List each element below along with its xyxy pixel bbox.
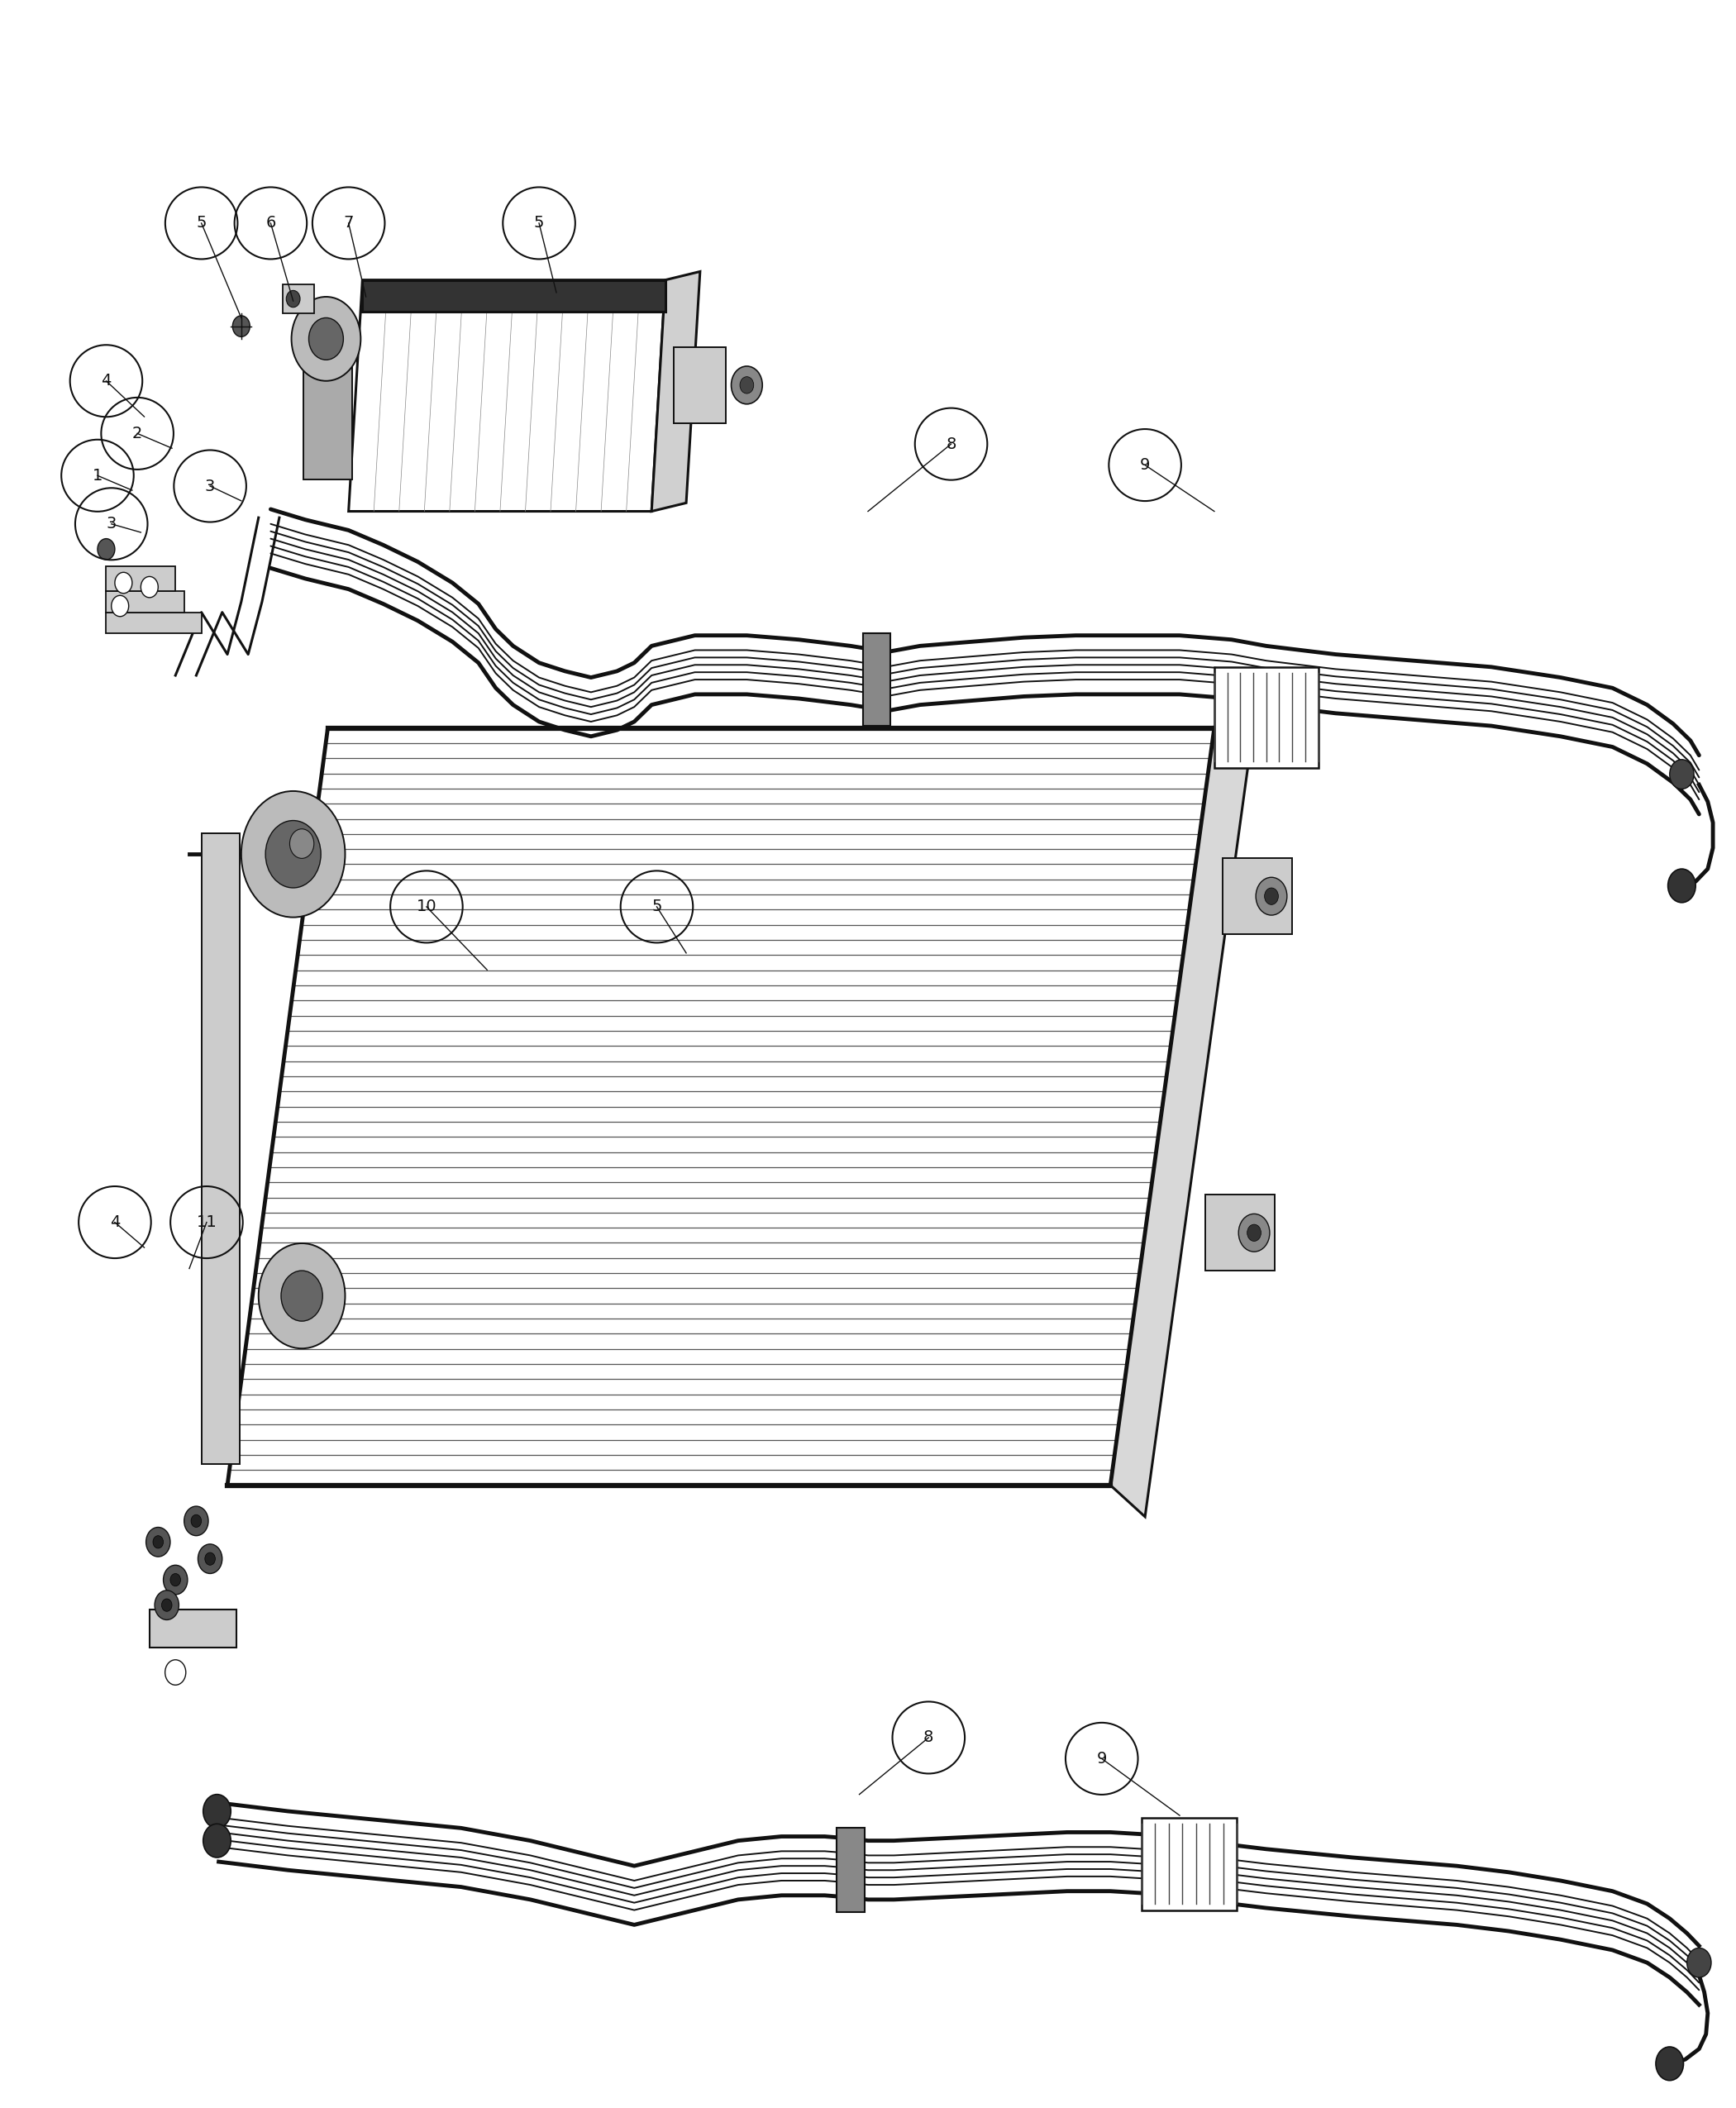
- Text: 10: 10: [417, 898, 437, 915]
- Circle shape: [740, 377, 753, 394]
- Text: 1: 1: [92, 468, 102, 483]
- Circle shape: [731, 367, 762, 405]
- Circle shape: [286, 291, 300, 308]
- Text: 3: 3: [106, 516, 116, 531]
- Circle shape: [309, 318, 344, 360]
- FancyBboxPatch shape: [106, 611, 201, 632]
- Circle shape: [165, 1659, 186, 1684]
- Circle shape: [146, 1528, 170, 1556]
- FancyBboxPatch shape: [304, 354, 352, 481]
- Text: 4: 4: [101, 373, 111, 388]
- Circle shape: [1255, 877, 1286, 915]
- Circle shape: [1264, 887, 1278, 904]
- Text: 9: 9: [1097, 1752, 1108, 1767]
- Circle shape: [141, 575, 158, 597]
- Polygon shape: [363, 280, 665, 312]
- Text: 4: 4: [109, 1214, 120, 1231]
- Text: 7: 7: [344, 215, 354, 232]
- Text: 5: 5: [535, 215, 543, 232]
- Text: 6: 6: [266, 215, 276, 232]
- Circle shape: [153, 1537, 163, 1547]
- FancyBboxPatch shape: [1222, 858, 1292, 934]
- Text: 11: 11: [196, 1214, 217, 1231]
- Circle shape: [184, 1507, 208, 1537]
- Polygon shape: [1111, 727, 1248, 1518]
- Circle shape: [1238, 1214, 1269, 1252]
- Circle shape: [266, 820, 321, 887]
- Circle shape: [233, 316, 250, 337]
- Text: 8: 8: [924, 1731, 934, 1745]
- FancyBboxPatch shape: [863, 632, 891, 725]
- Circle shape: [1670, 759, 1694, 788]
- Polygon shape: [349, 280, 665, 512]
- FancyBboxPatch shape: [837, 1828, 865, 1912]
- Circle shape: [97, 540, 115, 561]
- Circle shape: [241, 790, 345, 917]
- Circle shape: [290, 828, 314, 858]
- Circle shape: [170, 1573, 181, 1585]
- Polygon shape: [227, 727, 1213, 1486]
- FancyBboxPatch shape: [106, 590, 184, 611]
- Circle shape: [1656, 2047, 1684, 2081]
- Circle shape: [198, 1543, 222, 1573]
- Circle shape: [1246, 1225, 1260, 1242]
- Text: 2: 2: [132, 426, 142, 441]
- FancyBboxPatch shape: [1213, 666, 1318, 767]
- Text: 5: 5: [196, 215, 207, 232]
- Circle shape: [1668, 868, 1696, 902]
- Circle shape: [205, 1551, 215, 1564]
- FancyBboxPatch shape: [283, 285, 314, 314]
- Text: 5: 5: [651, 898, 661, 915]
- Circle shape: [161, 1598, 172, 1611]
- Circle shape: [203, 1823, 231, 1857]
- Circle shape: [281, 1271, 323, 1322]
- Circle shape: [259, 1244, 345, 1349]
- Circle shape: [1687, 1948, 1712, 1977]
- Circle shape: [203, 1794, 231, 1828]
- Text: 8: 8: [946, 436, 957, 451]
- Circle shape: [111, 594, 128, 616]
- Polygon shape: [651, 272, 700, 512]
- Circle shape: [115, 571, 132, 592]
- Circle shape: [163, 1564, 187, 1594]
- FancyBboxPatch shape: [674, 348, 726, 424]
- FancyBboxPatch shape: [1142, 1817, 1236, 1910]
- Circle shape: [155, 1589, 179, 1619]
- Text: 3: 3: [205, 479, 215, 493]
- FancyBboxPatch shape: [149, 1608, 236, 1646]
- Circle shape: [292, 297, 361, 382]
- Circle shape: [191, 1516, 201, 1528]
- FancyBboxPatch shape: [201, 833, 240, 1465]
- Text: 9: 9: [1141, 457, 1151, 472]
- FancyBboxPatch shape: [106, 567, 175, 590]
- FancyBboxPatch shape: [1205, 1195, 1274, 1271]
